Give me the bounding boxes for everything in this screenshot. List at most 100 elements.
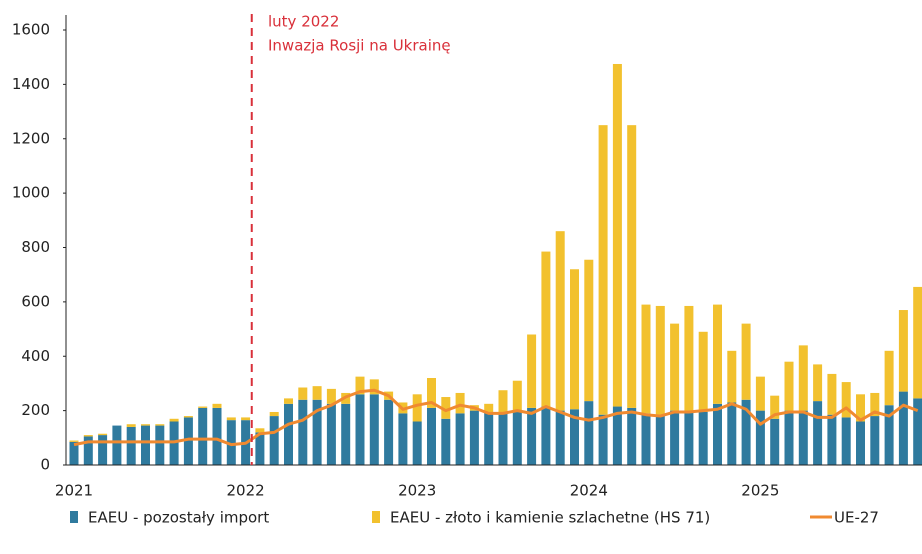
bar — [141, 425, 150, 465]
bar — [755, 410, 765, 465]
bar — [641, 304, 651, 414]
bar — [670, 410, 680, 465]
bar — [584, 259, 594, 402]
bar — [784, 410, 794, 465]
bar — [713, 403, 722, 465]
bar — [798, 410, 808, 465]
bar — [198, 406, 208, 408]
bar — [284, 398, 293, 404]
bar — [226, 417, 236, 421]
bar — [655, 305, 665, 417]
bar — [741, 399, 751, 465]
annotation: Inwazja Rosji na Ukrainę — [268, 37, 451, 55]
y-tick-label: 1400 — [12, 75, 50, 93]
annotation: luty 2022 — [268, 13, 339, 31]
bar — [827, 373, 837, 415]
bar — [427, 407, 436, 465]
bar — [212, 403, 222, 408]
y-tick-label: 1600 — [12, 21, 50, 39]
bar — [369, 379, 379, 395]
bar — [326, 388, 336, 404]
bar — [884, 350, 894, 406]
bar — [69, 440, 79, 442]
bar — [570, 269, 579, 410]
legend-swatch — [70, 511, 78, 523]
bar — [98, 433, 108, 436]
bar — [398, 413, 408, 465]
y-tick-label: 200 — [21, 401, 50, 419]
bar — [898, 391, 908, 465]
bar — [83, 436, 93, 465]
bar — [412, 394, 422, 422]
bar — [226, 420, 236, 465]
bar — [627, 125, 637, 408]
bar — [183, 416, 193, 418]
bar — [813, 401, 823, 465]
bar — [183, 417, 193, 465]
bar — [341, 403, 351, 465]
legend-label: EAEU - pozostały import — [88, 509, 269, 527]
y-tick-label: 1200 — [12, 129, 50, 147]
bar — [484, 411, 494, 465]
bar — [784, 361, 794, 411]
bar — [798, 345, 808, 411]
bar — [269, 416, 279, 465]
bar — [498, 390, 508, 414]
bar — [198, 407, 208, 465]
bar — [98, 435, 108, 465]
bar — [856, 421, 865, 465]
bar — [856, 394, 865, 422]
bar — [584, 401, 594, 465]
bar — [913, 286, 922, 399]
bar — [469, 410, 479, 465]
bar — [570, 409, 579, 465]
bar — [813, 364, 823, 402]
bar — [655, 416, 665, 465]
bar — [684, 305, 694, 411]
bar — [670, 323, 680, 411]
bar — [155, 424, 165, 426]
line — [73, 388, 919, 447]
bar — [870, 392, 880, 417]
bar — [484, 403, 494, 412]
bar — [112, 425, 122, 465]
bar — [727, 402, 737, 465]
bar — [269, 411, 279, 417]
y-tick-label: 400 — [21, 347, 50, 365]
bar — [212, 407, 222, 465]
bar — [527, 407, 537, 465]
bar — [598, 125, 608, 415]
bar — [384, 399, 394, 465]
bar — [527, 334, 537, 408]
bar — [612, 406, 622, 465]
bar — [698, 331, 708, 412]
bar — [770, 395, 780, 419]
bar — [284, 403, 293, 465]
y-tick-label: 1000 — [12, 184, 50, 202]
bar — [455, 413, 465, 465]
bar — [455, 392, 465, 414]
bar — [541, 406, 551, 465]
bar — [355, 376, 365, 395]
bar — [241, 417, 251, 421]
bar — [512, 410, 522, 465]
x-tick-label: 2025 — [741, 482, 779, 500]
bar — [684, 410, 694, 465]
bar — [913, 398, 922, 465]
bar — [69, 441, 79, 465]
y-tick-label: 800 — [21, 238, 50, 256]
bar — [441, 418, 451, 465]
bar — [169, 418, 179, 422]
bar — [698, 411, 708, 465]
bar — [298, 387, 308, 400]
bar — [498, 413, 508, 465]
x-tick-label: 2022 — [227, 482, 265, 500]
bar — [841, 382, 851, 418]
bar — [713, 304, 722, 404]
bar — [312, 386, 322, 400]
bar — [83, 435, 93, 437]
bar — [427, 378, 436, 408]
bar — [770, 418, 780, 465]
bar — [255, 432, 265, 465]
